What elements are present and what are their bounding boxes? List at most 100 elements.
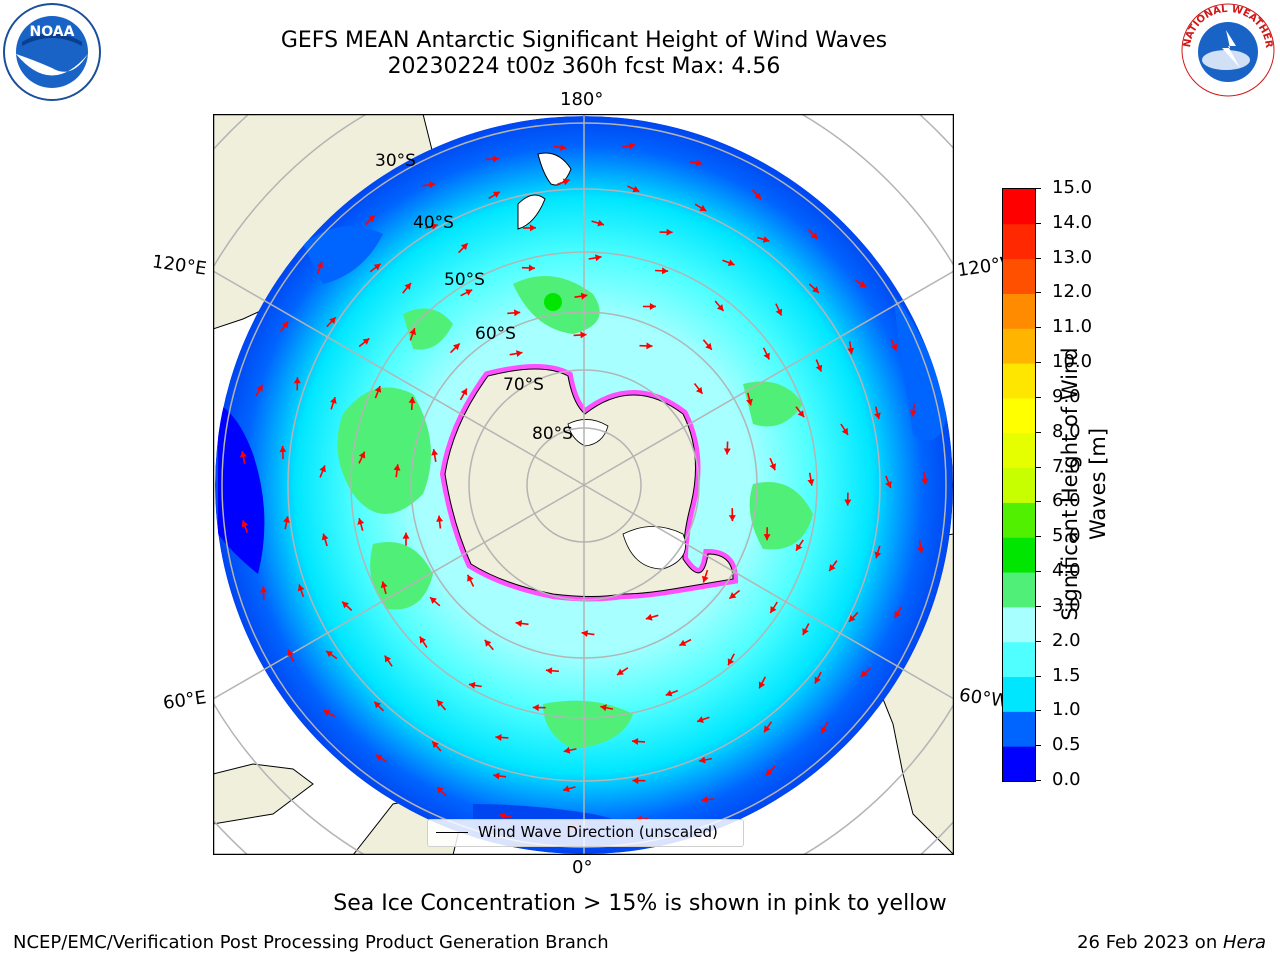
colorbar-tick xyxy=(1035,501,1041,503)
wave-direction-arrowhead xyxy=(319,465,326,473)
wave-direction-arrowhead xyxy=(697,716,704,723)
wave-direction-arrowhead xyxy=(909,410,917,417)
wave-direction-arrowhead xyxy=(545,667,553,675)
colorbar-tick xyxy=(1035,327,1041,329)
colorbar-segment xyxy=(1003,537,1035,573)
wave-direction-arrowhead xyxy=(775,308,783,316)
wave-direction-arrowhead xyxy=(529,224,536,232)
wave-direction-arrowhead xyxy=(632,777,639,785)
colorbar-tick xyxy=(1035,292,1041,294)
wave-direction-arrowhead xyxy=(763,534,771,541)
wave-direction-arrowhead xyxy=(393,464,401,471)
weddell-ice-shelf xyxy=(622,526,686,570)
colorbar-tick-label: 14.0 xyxy=(1052,211,1093,233)
wave-direction-arrowhead xyxy=(894,610,901,618)
wave-direction-arrowhead xyxy=(617,668,624,675)
colorbar-segment xyxy=(1003,189,1035,225)
wave-direction-arrowhead xyxy=(814,676,821,684)
wave-direction-arrowhead xyxy=(409,328,416,336)
wave-direction-arrowhead xyxy=(281,321,289,329)
footer-date-text: 26 Feb 2023 on xyxy=(1077,932,1223,953)
wave-direction-arrowhead xyxy=(373,263,381,271)
ross-ice-shelf xyxy=(567,419,609,447)
colorbar-tick-label: 6.0 xyxy=(1052,490,1081,512)
colorbar-label-line2: Waves [m] xyxy=(1086,427,1110,541)
colorbar-tick-label: 4.0 xyxy=(1052,560,1081,582)
wave-height-map xyxy=(213,114,954,855)
wave-direction-arrowhead xyxy=(460,243,468,251)
colorbar-tick-label: 5.0 xyxy=(1052,525,1081,547)
wave-direction-arrowhead xyxy=(492,155,499,163)
wave-direction-arrowhead xyxy=(321,533,329,541)
footer-host: Hera xyxy=(1222,932,1266,953)
colorbar-tick-label: 12.0 xyxy=(1052,281,1093,303)
colorbar-segment xyxy=(1003,223,1035,260)
wave-direction-arrowhead xyxy=(860,670,868,677)
colorbar-segment xyxy=(1003,746,1035,781)
footer-credit: NCEP/EMC/Verification Post Processing Pr… xyxy=(13,932,609,953)
wave-direction-arrowhead xyxy=(815,364,823,372)
wave-direction-arrowhead xyxy=(514,309,521,317)
wave-direction-arrowhead xyxy=(430,597,437,604)
wave-direction-arrowhead xyxy=(699,756,706,764)
wave-direction-arrowhead xyxy=(844,499,852,506)
colorbar-segment xyxy=(1003,572,1035,608)
wave-direction-arrowhead xyxy=(316,261,324,269)
wave-direction-arrowhead xyxy=(628,142,636,150)
wave-direction-arrowhead xyxy=(770,606,777,613)
wave-direction-arrowhead xyxy=(436,700,444,707)
colorbar-tick-label: 15.0 xyxy=(1052,177,1093,198)
wave-direction-arrowhead xyxy=(532,704,539,712)
wave-direction-arrowhead xyxy=(645,613,653,621)
wave-direction-arrowhead xyxy=(419,636,426,644)
wave-direction-arrowhead xyxy=(563,785,570,793)
wave-direction-arrowhead xyxy=(705,342,712,350)
wave-direction-arrowhead xyxy=(368,215,375,222)
national-weather-service-logo: NATIONAL WEATHER SERVICE xyxy=(1178,0,1275,97)
wave-height-patch xyxy=(403,308,453,350)
wave-direction-arrowhead xyxy=(357,518,365,525)
wave-direction-arrowhead xyxy=(758,681,766,689)
colorbar-tick xyxy=(1035,257,1041,259)
wave-direction-arrowhead xyxy=(649,303,656,310)
wave-direction-arrowhead xyxy=(769,463,776,471)
wave-direction-arrowhead xyxy=(498,812,506,820)
colorbar-tick-label: 9.0 xyxy=(1052,385,1081,407)
wave-direction-arrowhead xyxy=(329,317,336,324)
wave-direction-arrowhead xyxy=(646,342,653,350)
wave-direction-arrowhead xyxy=(326,651,333,658)
wave-direction-arrowhead xyxy=(764,725,771,733)
colorbar-tick-label: 13.0 xyxy=(1052,246,1093,268)
wave-direction-arrowhead xyxy=(701,796,708,804)
colorbar-tick xyxy=(1035,431,1041,433)
wave-direction-arrowhead xyxy=(699,204,707,211)
wave-direction-arrowhead xyxy=(921,478,929,485)
wave-direction-arrowhead xyxy=(765,768,773,776)
colorbar-segment xyxy=(1003,606,1035,643)
wave-direction-arrowhead xyxy=(763,352,770,360)
colorbar-segment xyxy=(1003,467,1035,503)
wave-direction-arrowhead xyxy=(493,772,500,780)
colorbar-tick xyxy=(1035,536,1041,538)
wave-direction-arrowhead xyxy=(256,384,263,392)
noaa-logo-text: NOAA xyxy=(30,24,75,40)
wind-wave-direction-arrows xyxy=(239,142,929,831)
wave-direction-arrowhead xyxy=(516,350,523,357)
lon-label-180: 180° xyxy=(560,89,604,110)
wave-direction-arrowhead xyxy=(515,620,522,627)
lat-label-70s: 70°S xyxy=(503,375,544,395)
wave-direction-arrowhead xyxy=(727,658,734,666)
wave-direction-arrowhead xyxy=(297,584,305,592)
wave-direction-arrowhead xyxy=(716,304,724,311)
colorbar-tick xyxy=(1035,188,1041,189)
wave-direction-arrowhead xyxy=(728,515,736,522)
wave-direction-arrowhead xyxy=(374,386,382,393)
wave-direction-arrowhead xyxy=(279,446,287,453)
sea-ice-note: Sea Ice Concentration > 15% is shown in … xyxy=(333,891,947,916)
wave-direction-arrowhead xyxy=(874,412,881,420)
wave-direction-arrowhead xyxy=(812,286,819,293)
colorbar-segment xyxy=(1003,363,1035,399)
wave-direction-arrowhead xyxy=(283,516,290,523)
wave-direction-arrowhead xyxy=(746,398,753,406)
wave-direction-arrowhead xyxy=(797,410,805,418)
